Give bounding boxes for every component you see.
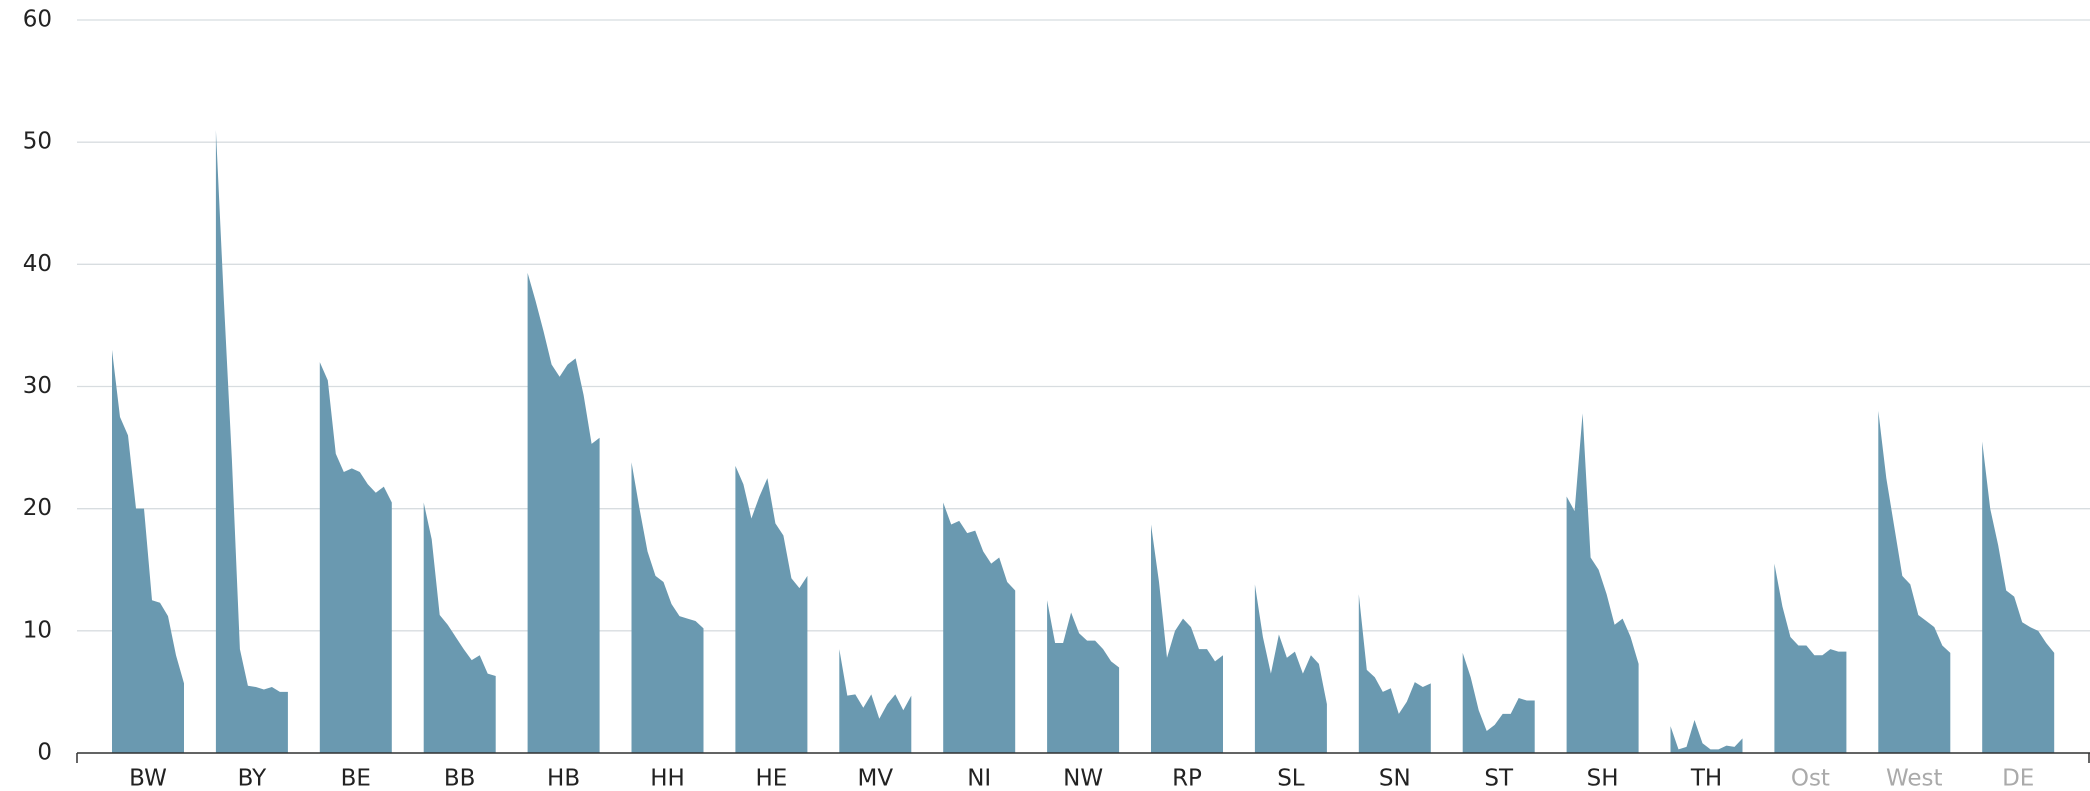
area (839, 649, 912, 753)
x-tick-label: HE (755, 766, 787, 791)
area (1462, 652, 1535, 753)
y-tick-label: 10 (23, 617, 52, 643)
area (527, 272, 600, 753)
y-tick-label: 60 (23, 7, 52, 33)
area (1047, 600, 1120, 753)
y-tick-label: 20 (23, 495, 52, 521)
area (631, 462, 704, 753)
x-tick-label: SL (1277, 766, 1305, 791)
x-tick-label: RP (1172, 766, 1202, 791)
x-tick-label: NI (967, 766, 991, 791)
y-tick-label: 50 (23, 129, 52, 155)
area (1670, 720, 1743, 753)
area (423, 502, 496, 753)
x-tick-label: MV (858, 766, 894, 791)
x-tick-label: BB (444, 766, 476, 791)
area (319, 362, 392, 753)
x-tick-label: DE (2002, 766, 2034, 791)
x-tick-label: SH (1587, 766, 1619, 791)
y-tick-label: 30 (23, 373, 52, 399)
area (1566, 413, 1639, 753)
x-tick-label: SN (1379, 766, 1411, 791)
y-tick-label: 40 (23, 251, 52, 277)
area (1151, 524, 1223, 753)
area (1358, 594, 1431, 753)
x-tick-label: HB (547, 766, 580, 791)
x-tick-label: TH (1690, 766, 1722, 791)
area (1878, 410, 1951, 753)
area (112, 349, 184, 753)
x-tick-label: NW (1063, 766, 1103, 791)
area (215, 129, 288, 753)
area (1982, 441, 2055, 753)
x-tick-label: BW (129, 766, 167, 791)
y-tick-label: 0 (37, 740, 52, 766)
x-tick-label: West (1886, 766, 1943, 791)
x-tick-label: Ost (1791, 766, 1830, 791)
area (1774, 563, 1847, 753)
x-tick-label: ST (1484, 766, 1514, 791)
area (1254, 584, 1327, 753)
x-tick-label: BE (341, 766, 371, 791)
area (943, 502, 1016, 753)
x-tick-label: HH (650, 766, 685, 791)
x-tick-label: BY (238, 766, 268, 791)
area (735, 465, 808, 753)
